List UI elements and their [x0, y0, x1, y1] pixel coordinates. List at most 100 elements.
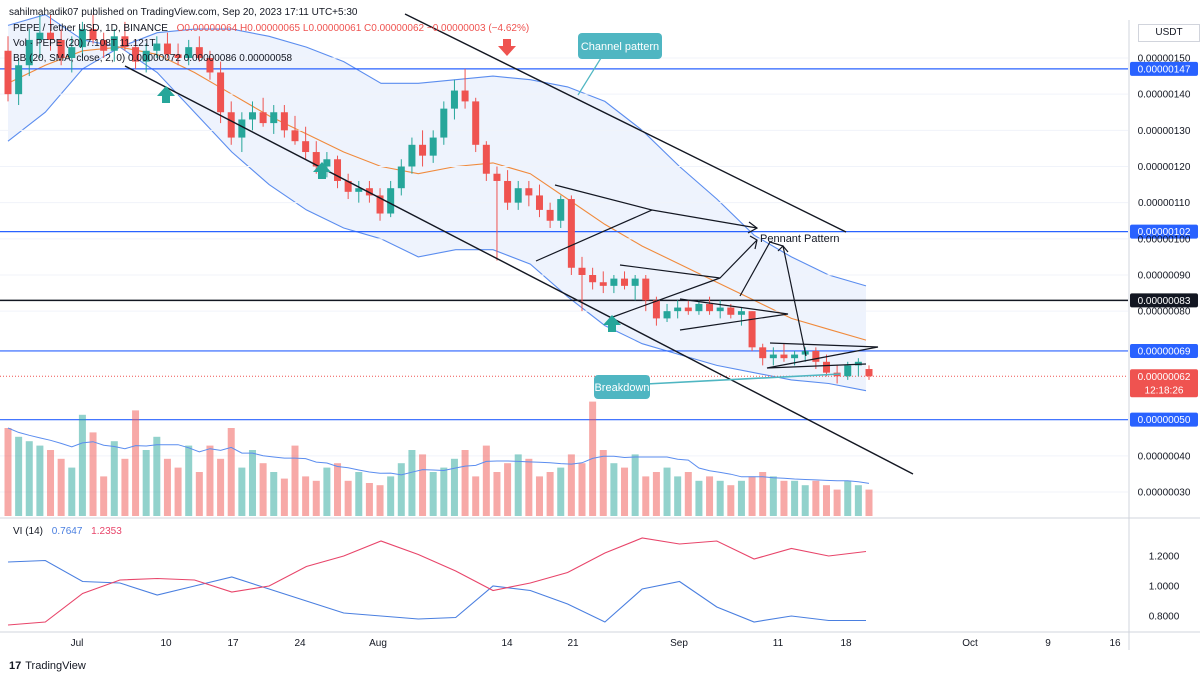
- price-level-value: 0.00000083: [1138, 296, 1191, 307]
- volume-bar: [185, 445, 193, 516]
- currency-selector[interactable]: USDT: [1138, 24, 1200, 42]
- bollinger-legend[interactable]: BB (20, SMA, close, 2, 0) 0.00000072 0.0…: [13, 53, 293, 64]
- candle-body: [89, 29, 97, 40]
- candle-body: [642, 278, 650, 301]
- price-level-value: 0.00000069: [1138, 346, 1191, 357]
- candle-body: [578, 267, 586, 275]
- breakdown-callout[interactable]: Breakdown: [594, 375, 650, 399]
- volume-bar: [621, 467, 629, 516]
- candle-body: [748, 311, 756, 348]
- volume-bar: [801, 485, 809, 516]
- candle-body: [78, 29, 86, 48]
- volume-bar: [727, 485, 735, 516]
- candle-body: [504, 180, 512, 203]
- volume-bar: [15, 436, 23, 516]
- y-tick-label: 0.00000110: [1138, 198, 1191, 209]
- pennant-one-lines: [535, 184, 758, 262]
- candle-body: [291, 130, 299, 142]
- volume-bar: [482, 445, 490, 516]
- volume-bar: [238, 467, 246, 516]
- drawing-layer: Channel pattern Breakdown Pennant Patter…: [124, 13, 914, 475]
- vortex-title: VI (14): [13, 526, 44, 537]
- candle-body: [727, 307, 735, 315]
- volume-bar: [174, 467, 182, 516]
- candle-body: [610, 278, 618, 286]
- volume-bar: [57, 458, 65, 516]
- candle-body: [737, 311, 745, 315]
- channel-upper-line: [404, 13, 847, 233]
- tradingview-logo[interactable]: 17 TradingView: [9, 660, 86, 672]
- candle-body: [535, 195, 543, 210]
- volume-bar: [450, 458, 458, 516]
- candle-body: [248, 112, 256, 120]
- volume-bar: [248, 450, 256, 516]
- candle-body: [57, 39, 65, 58]
- ohlc-values: O0.00000064 H0.00000065 L0.00000061 C0.0…: [176, 23, 530, 34]
- candle-body: [302, 141, 310, 153]
- y-tick-label: 0.00000130: [1138, 126, 1191, 137]
- price-level-badge: [1130, 61, 1198, 76]
- x-tick-label: 17: [227, 638, 239, 649]
- last-price-badge: [1130, 369, 1198, 398]
- volume-bar: [493, 472, 501, 516]
- volume-bar: [737, 480, 745, 516]
- volume-bar: [25, 441, 33, 516]
- candle-body: [323, 159, 331, 167]
- candle-body: [621, 278, 629, 286]
- volume-bar: [695, 480, 703, 516]
- candle-body: [334, 159, 342, 181]
- candle-body: [397, 166, 405, 189]
- volume-bar: [376, 485, 384, 516]
- candle-body: [706, 303, 714, 312]
- price-level-value: 0.00000050: [1138, 415, 1191, 426]
- publish-info: sahilmahadik07 published on TradingView.…: [9, 7, 358, 18]
- symbol-legend[interactable]: PEPE / Tether USD, 1D, BINANCE O0.000000…: [13, 23, 529, 34]
- pennant-arrowheads: [747, 221, 789, 253]
- candle-body: [153, 43, 161, 51]
- volume-bar: [652, 472, 660, 516]
- last-price-value: 0.00000062: [1138, 372, 1191, 383]
- candle-body: [344, 180, 352, 192]
- volume-bar: [535, 476, 543, 516]
- pennant-pattern-label: Pennant Pattern: [760, 233, 840, 245]
- vortex-legend[interactable]: VI (14) 0.7647 1.2353: [13, 526, 122, 537]
- volume-legend[interactable]: Vol · PEPE (20) 7.108T 11.121T: [13, 38, 156, 49]
- candle-body: [631, 278, 639, 286]
- vortex-indicator-layer: [7, 537, 867, 626]
- x-tick-label: 14: [501, 638, 513, 649]
- y-tick-label: 0.00000080: [1138, 307, 1191, 318]
- arrow-up-icon: [603, 315, 621, 332]
- y-tick-label: 0.00000120: [1138, 162, 1191, 173]
- vi-tick-label: 1.2000: [1149, 552, 1180, 563]
- volume-bar: [812, 480, 820, 516]
- price-level-value: 0.00000102: [1138, 227, 1191, 238]
- volume-bar: [674, 476, 682, 516]
- volume-bar: [302, 476, 310, 516]
- volume-bar: [36, 445, 44, 516]
- volume-bar: [259, 463, 267, 516]
- arrow-up-icon: [157, 86, 175, 103]
- vortex-minus-value: 1.2353: [91, 526, 122, 537]
- volume-bar: [68, 467, 76, 516]
- candle-body: [450, 90, 458, 109]
- candle-body: [387, 188, 395, 214]
- candle-body: [865, 369, 873, 377]
- volume-bar: [822, 485, 830, 516]
- volume-layer: [4, 401, 873, 516]
- x-tick-label: Jul: [71, 638, 84, 649]
- candle-body: [695, 303, 703, 312]
- y-tick-label: 0.00000030: [1138, 488, 1191, 499]
- volume-bar: [408, 450, 416, 516]
- candle-body: [599, 282, 607, 286]
- volume-bar: [791, 480, 799, 516]
- candle-body: [36, 32, 44, 40]
- candle-body: [163, 43, 171, 55]
- candle-body: [759, 347, 767, 359]
- volume-bar: [844, 480, 852, 516]
- candle-body: [142, 50, 150, 62]
- channel-pattern-callout[interactable]: Channel pattern: [577, 33, 662, 96]
- volume-bar: [748, 476, 756, 516]
- volume-bar: [472, 476, 480, 516]
- vi-plus-line: [7, 559, 866, 623]
